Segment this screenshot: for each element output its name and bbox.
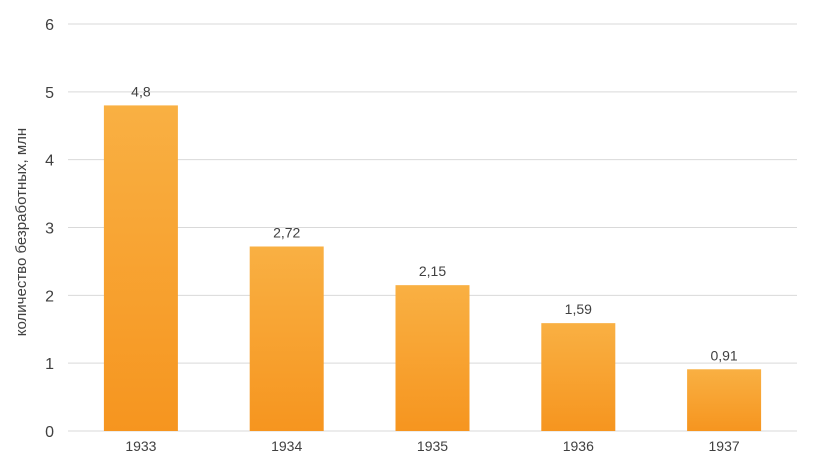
bar-1937 <box>687 369 762 431</box>
y-tick-label: 1 <box>45 356 54 373</box>
x-tick-label: 1934 <box>271 438 302 454</box>
bar-1935 <box>395 285 470 431</box>
y-tick-label: 0 <box>45 424 54 441</box>
bars <box>103 105 762 432</box>
data-labels: 4,8 2,72 2,15 1,59 0,91 <box>131 83 738 363</box>
data-label: 2,72 <box>273 224 300 240</box>
x-axis-ticks: 1933 1934 1935 1936 1937 <box>125 438 740 454</box>
x-tick-label: 1933 <box>125 438 156 454</box>
y-tick-label: 2 <box>45 288 54 305</box>
bar-1936 <box>541 323 616 431</box>
bar-1933 <box>103 105 178 432</box>
y-tick-label: 5 <box>45 85 54 102</box>
y-tick-label: 6 <box>45 17 54 34</box>
x-tick-label: 1936 <box>563 438 594 454</box>
y-tick-label: 4 <box>45 153 54 170</box>
data-label: 0,91 <box>710 347 737 363</box>
y-tick-label: 3 <box>45 221 54 238</box>
data-label: 1,59 <box>565 301 592 317</box>
x-tick-label: 1937 <box>709 438 740 454</box>
y-axis-label: количество безработных, млн <box>13 128 30 336</box>
data-label: 2,15 <box>419 263 446 279</box>
data-label: 4,8 <box>131 83 151 99</box>
x-tick-label: 1935 <box>417 438 448 454</box>
bar-1934 <box>249 246 324 431</box>
y-axis-ticks: 0 1 2 3 4 5 6 <box>45 17 54 441</box>
